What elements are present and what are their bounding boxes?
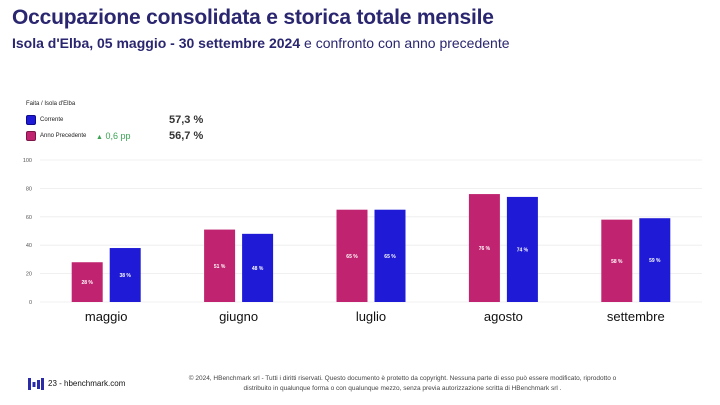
legend-scope-label: Faita / Isola d'Elba — [26, 101, 76, 107]
bar-value-label: 65 % — [346, 254, 358, 260]
legend-value-current: 57,3 % — [169, 114, 204, 126]
bar-value-label: 51 % — [214, 264, 226, 270]
bar-current — [242, 233, 274, 302]
bar-current — [374, 209, 406, 302]
footer: 23 - hbenchmark.com © 2024, HBenchmark s… — [0, 374, 720, 398]
bar-value-label: 76 % — [479, 246, 491, 252]
y-tick-label: 0 — [29, 300, 32, 306]
x-category-label: settembre — [607, 309, 665, 324]
legend-item-current: Corrente 57,3 % — [26, 113, 203, 127]
y-tick-label: 20 — [26, 272, 32, 278]
copyright-line-2: distribuito in qualunque forma o con qua… — [243, 384, 562, 392]
legend-swatch-previous — [26, 131, 36, 141]
bar-current — [109, 248, 141, 302]
bar-value-label: 59 % — [649, 258, 661, 264]
x-category-label: luglio — [356, 309, 386, 324]
legend-item-previous: Anno Precedente ▲ 0,6 pp 56,7 % — [26, 129, 203, 143]
bar-value-label: 65 % — [384, 254, 396, 260]
bar-previous — [468, 194, 500, 302]
bar-value-label: 48 % — [252, 266, 264, 272]
bar-previous — [601, 219, 633, 302]
legend-label-previous: Anno Precedente — [40, 133, 87, 139]
hbenchmark-logo-icon — [28, 378, 44, 390]
legend-delta: ▲ 0,6 pp — [96, 131, 130, 141]
footer-page-brand: 23 - hbenchmark.com — [48, 379, 126, 388]
y-tick-label: 60 — [26, 215, 32, 221]
legend-label-current: Corrente — [40, 117, 64, 123]
x-category-label: agosto — [484, 309, 523, 324]
bar-value-label: 58 % — [611, 259, 623, 265]
subtitle-comparison: e confronto con anno precedente — [300, 35, 510, 51]
bar-value-label: 38 % — [119, 273, 131, 279]
legend-delta-value: 0,6 pp — [105, 131, 131, 141]
y-tick-label: 80 — [26, 186, 32, 192]
arrow-up-icon: ▲ — [96, 134, 103, 141]
page-title: Occupazione consolidata e storica totale… — [12, 6, 494, 29]
occupancy-bar-chart: 0 20 40 60 80 100 28 % 38 % maggio 51 % 48 % giugno… — [23, 158, 702, 324]
bar-current — [639, 218, 671, 302]
footer-copyright: © 2024, HBenchmark srl - Tutti i diritti… — [145, 374, 660, 393]
legend-value-previous: 56,7 % — [169, 130, 204, 142]
subtitle-location-period: Isola d'Elba, 05 maggio - 30 settembre 2… — [12, 35, 301, 51]
bar-value-label: 74 % — [517, 247, 529, 253]
y-tick-label: 100 — [23, 158, 32, 164]
x-category-label: giugno — [219, 309, 258, 324]
bar-current — [506, 196, 538, 302]
x-category-label: maggio — [85, 309, 128, 324]
page-subtitle: Isola d'Elba, 05 maggio - 30 settembre 2… — [12, 35, 510, 51]
copyright-line-1: © 2024, HBenchmark srl - Tutti i diritti… — [188, 375, 617, 382]
bar-previous — [336, 209, 368, 302]
y-tick-label: 40 — [26, 243, 32, 249]
bar-value-label: 28 % — [81, 280, 93, 286]
bar-previous — [71, 262, 103, 302]
bar-previous — [204, 229, 236, 302]
legend-swatch-current — [26, 115, 36, 125]
